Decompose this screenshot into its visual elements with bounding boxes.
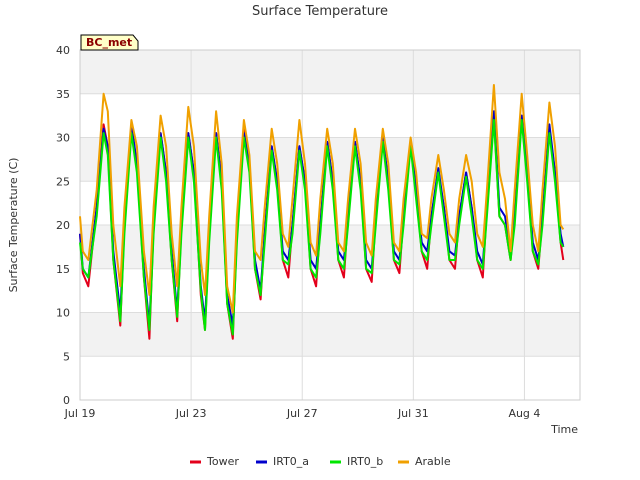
chart-title: Surface Temperature: [252, 4, 388, 19]
site-tag-text: BC_met: [86, 36, 132, 49]
site-tag-badge: BC_met: [80, 34, 139, 51]
site-tag-box: [80, 34, 139, 51]
x-axis-ticks: Jul 19 Jul 23 Jul 27 Jul 31 Aug 4: [64, 407, 541, 420]
x-axis-label: Time: [550, 423, 578, 436]
y-tick-label: 15: [56, 263, 70, 276]
series-line-arable: [79, 84, 565, 314]
x-tick-label: Jul 23: [175, 407, 207, 420]
y-tick-label: 40: [56, 44, 70, 57]
y-tick-label: 30: [56, 132, 70, 145]
legend-item-irt0-a: IRT0_a: [256, 455, 309, 468]
x-tick-label: Jul 31: [397, 407, 429, 420]
legend-item-irt0-b: IRT0_b: [330, 455, 383, 468]
y-tick-label: 25: [56, 175, 70, 188]
grid-band: [80, 50, 580, 94]
y-tick-label: 35: [56, 88, 70, 101]
legend-label: IRT0_b: [347, 455, 383, 468]
y-axis-ticks: 0 5 10 15 20 25 30 35 40: [56, 44, 70, 407]
x-tick-label: Jul 19: [64, 407, 96, 420]
x-tick-label: Aug 4: [508, 407, 540, 420]
grid-band: [80, 312, 580, 357]
grid-band: [80, 225, 580, 269]
series-line-irt0-b: [79, 119, 565, 336]
y-tick-label: 20: [56, 219, 70, 232]
y-tick-label: 0: [63, 394, 70, 407]
legend-item-tower: Tower: [190, 455, 239, 468]
legend-item-arable: Arable: [398, 455, 451, 468]
y-tick-label: 5: [63, 350, 70, 363]
legend: Tower IRT0_a IRT0_b Arable: [190, 455, 451, 468]
legend-label: IRT0_a: [273, 455, 309, 468]
x-tick-label: Jul 27: [286, 407, 318, 420]
series-layer: [79, 84, 565, 340]
legend-label: Tower: [206, 455, 239, 468]
y-tick-label: 10: [56, 307, 70, 320]
legend-label: Arable: [415, 455, 451, 468]
y-axis-label: Surface Temperature (C): [7, 158, 20, 293]
